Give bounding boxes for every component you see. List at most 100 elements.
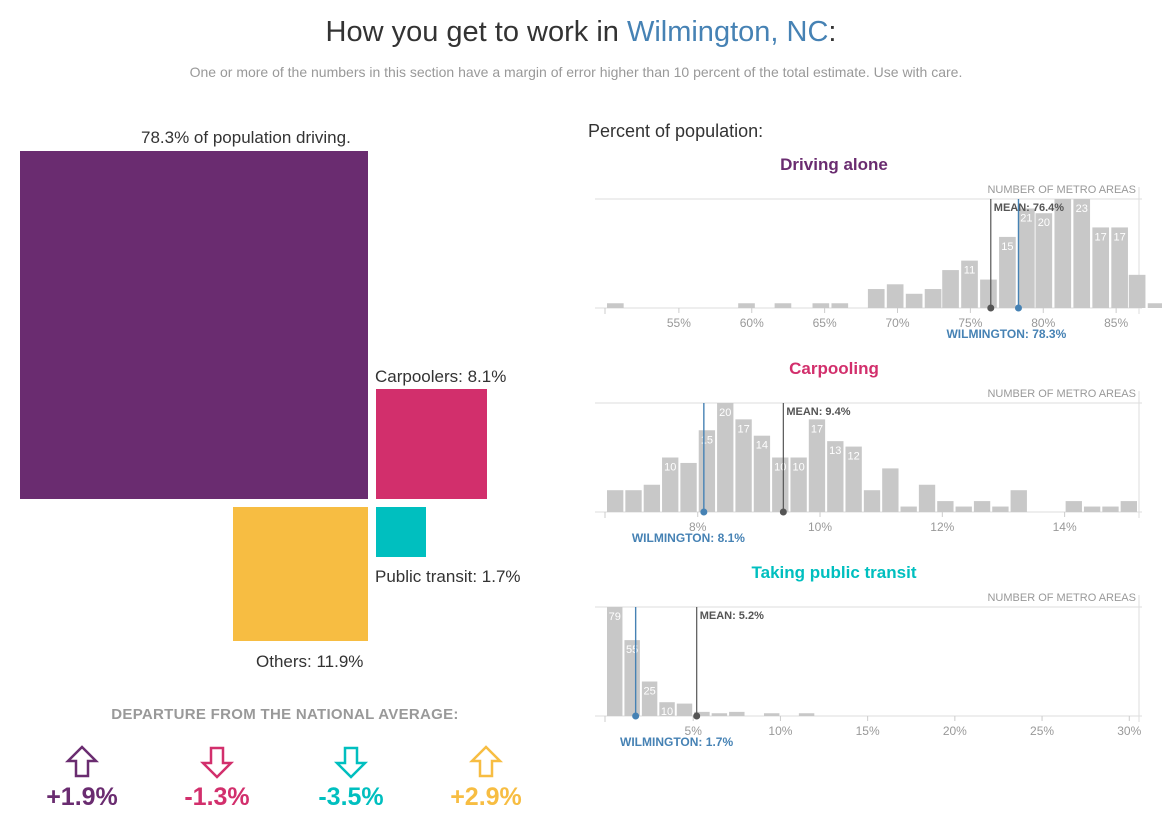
departure-item-driving: +1.9% bbox=[17, 745, 147, 812]
driving-box bbox=[20, 151, 368, 499]
driving-alone-bar-label: 20 bbox=[1038, 217, 1050, 229]
driving-alone-bar-label: 21 bbox=[1020, 212, 1032, 224]
public-transit-bar bbox=[798, 713, 815, 716]
carpooling-bar-label: 12 bbox=[848, 451, 860, 463]
carpooling-bar bbox=[937, 501, 954, 512]
page-title: How you get to work in Wilmington, NC: bbox=[0, 16, 1162, 49]
public-transit-bar-label: 79 bbox=[609, 611, 621, 623]
carpooling-bar bbox=[845, 446, 862, 512]
carpooling-bar bbox=[992, 506, 1009, 512]
carpooling-bar bbox=[625, 490, 642, 512]
departure-item-transit: -3.5% bbox=[286, 745, 416, 812]
public-transit-wilmington-dot bbox=[632, 712, 640, 720]
carpooling-bar bbox=[698, 430, 716, 512]
driving-alone-bar bbox=[738, 303, 755, 308]
carpooling-bar bbox=[1083, 506, 1101, 512]
public-transit-bar bbox=[729, 711, 745, 716]
driving-alone-wilmington-dot bbox=[1014, 304, 1022, 312]
carpooling-bar-label: 10 bbox=[664, 462, 676, 474]
title-prefix: How you get to work in bbox=[325, 16, 627, 48]
carpool-label: Carpoolers: 8.1% bbox=[375, 367, 507, 386]
departure-item-carpool: -1.3% bbox=[152, 745, 282, 812]
driving-alone-wilmington-label: WILMINGTON: 78.3% bbox=[946, 327, 1066, 341]
departure-title: DEPARTURE FROM THE NATIONAL AVERAGE: bbox=[111, 706, 459, 723]
driving-alone-bar bbox=[1111, 227, 1128, 308]
carpooling-bar bbox=[973, 501, 991, 512]
carpooling-bar bbox=[955, 506, 972, 512]
margin-of-error-note: One or more of the numbers in this secti… bbox=[189, 64, 963, 80]
carpooling-bar-label: 10 bbox=[774, 462, 786, 474]
carpool-box bbox=[376, 389, 487, 499]
public-transit-x-tick-label: 30% bbox=[1117, 724, 1141, 738]
driving-alone-bar bbox=[1092, 227, 1110, 308]
departure-value-carpool: -1.3% bbox=[184, 783, 250, 811]
driving-alone-bar-label: 11 bbox=[964, 265, 975, 277]
carpooling-bar bbox=[662, 457, 679, 512]
carpooling-bar bbox=[790, 457, 807, 512]
driving-alone-bar bbox=[1018, 208, 1035, 308]
carpooling-bar bbox=[643, 484, 661, 512]
public-transit-bar bbox=[711, 713, 728, 716]
carpooling-bar-label: 17 bbox=[811, 423, 823, 435]
panel-title: Percent of population: bbox=[588, 121, 764, 141]
departure-item-others: +2.9% bbox=[421, 745, 551, 812]
departure-value-others: +2.9% bbox=[450, 783, 522, 811]
public-transit-bar bbox=[607, 607, 623, 716]
carpooling-bar bbox=[1010, 490, 1027, 512]
carpooling-bar bbox=[808, 419, 826, 512]
departure-value-transit: -3.5% bbox=[318, 783, 384, 811]
carpooling-bar bbox=[717, 403, 734, 512]
title-city: Wilmington, NC bbox=[626, 16, 829, 48]
public-transit-bar-label: 10 bbox=[661, 706, 673, 718]
driving-alone-bar bbox=[831, 303, 849, 308]
carpooling-x-tick-label: 10% bbox=[808, 520, 832, 534]
carpooling-x-tick-label: 12% bbox=[930, 520, 954, 534]
driving-alone-title: Driving alone bbox=[780, 155, 888, 174]
departure-value-driving: +1.9% bbox=[46, 783, 118, 811]
public-transit-x-tick-label: 15% bbox=[856, 724, 880, 738]
driving-alone-bar-label: 23 bbox=[1076, 203, 1088, 215]
carpooling-bar bbox=[1065, 501, 1082, 512]
carpooling-bar bbox=[735, 419, 752, 512]
arrow-up-icon bbox=[65, 745, 99, 778]
public-transit-x-tick-label: 10% bbox=[768, 724, 792, 738]
others-label: Others: 11.9% bbox=[256, 652, 364, 671]
driving-alone-histogram: Driving alone NUMBER OF METRO AREAS 11 15 21… bbox=[595, 155, 1162, 341]
driving-alone-bar bbox=[1128, 274, 1146, 308]
driving-alone-x-tick-label: 70% bbox=[885, 316, 909, 330]
public-transit-bar bbox=[676, 703, 693, 716]
carpooling-mean-dot bbox=[779, 508, 787, 516]
driving-alone-x-tick-label: 55% bbox=[667, 316, 691, 330]
public-transit-bar bbox=[763, 713, 780, 716]
carpooling-title: Carpooling bbox=[789, 359, 879, 378]
carpooling-bar bbox=[1120, 501, 1137, 512]
driving-alone-x-tick-label: 85% bbox=[1104, 316, 1128, 330]
carpooling-bar bbox=[863, 490, 881, 512]
public-transit-mean-label: MEAN: 5.2% bbox=[700, 610, 764, 622]
carpooling-bar-label: 14 bbox=[756, 440, 768, 452]
public-transit-count-label: NUMBER OF METRO AREAS bbox=[987, 592, 1136, 604]
carpooling-bar bbox=[900, 506, 917, 512]
carpooling-bar bbox=[680, 462, 697, 512]
driving-alone-count-label: NUMBER OF METRO AREAS bbox=[987, 184, 1136, 196]
carpooling-x-tick-label: 14% bbox=[1053, 520, 1077, 534]
driving-alone-bar-label: 17 bbox=[1095, 231, 1107, 243]
arrow-up-icon bbox=[469, 745, 503, 778]
arrow-down-icon bbox=[200, 746, 234, 779]
public-transit-histogram: Taking public transit NUMBER OF METRO ARE… bbox=[595, 563, 1142, 749]
driving-alone-bar bbox=[867, 289, 885, 308]
carpooling-x-tick-label: 8% bbox=[689, 520, 707, 534]
driving-alone-bar bbox=[1054, 199, 1072, 308]
driving-alone-mean-label: MEAN: 76.4% bbox=[994, 202, 1065, 214]
driving-alone-bar bbox=[774, 303, 792, 308]
driving-alone-x-tick-label: 75% bbox=[958, 316, 982, 330]
driving-alone-bar bbox=[905, 293, 923, 308]
public-transit-mean-dot bbox=[693, 712, 701, 720]
driving-alone-bar bbox=[886, 284, 904, 308]
others-box bbox=[233, 507, 368, 641]
public-transit-bar bbox=[694, 711, 710, 716]
carpooling-mean-label: MEAN: 9.4% bbox=[786, 406, 850, 418]
driving-alone-bar bbox=[999, 236, 1016, 308]
driving-alone-bar bbox=[942, 270, 959, 308]
carpooling-histogram: Carpooling NUMBER OF METRO AREAS 10 15 20 17 1… bbox=[595, 359, 1142, 545]
